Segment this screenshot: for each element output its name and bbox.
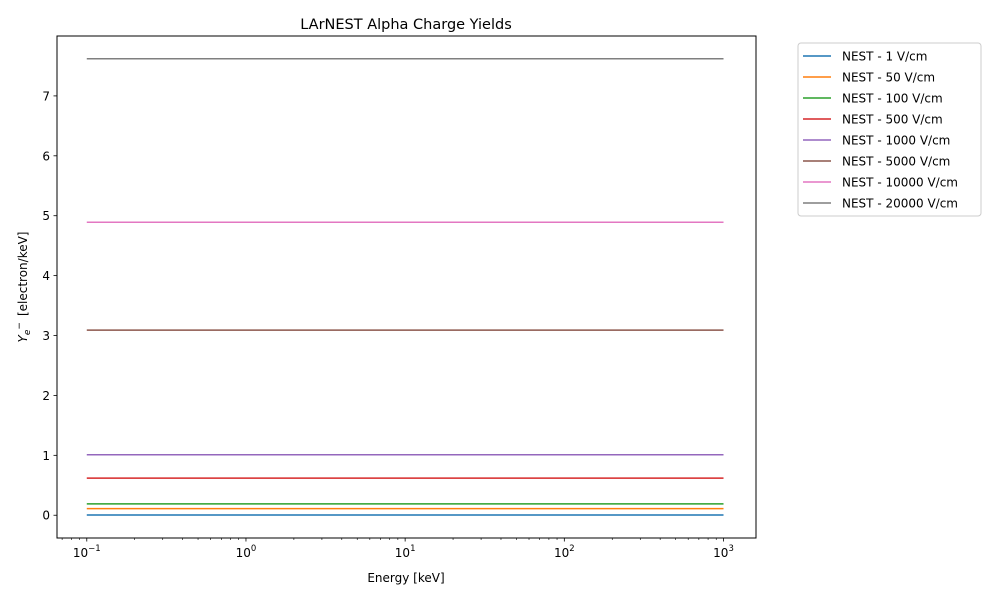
y-axis-label-subscript: e [23, 329, 33, 335]
y-tick-label: 5 [42, 209, 50, 223]
x-axis-label: Energy [keV] [367, 571, 444, 585]
y-tick-label: 1 [42, 449, 50, 463]
y-axis-ticks: 0 1 2 3 4 5 6 7 [42, 89, 57, 523]
x-axis-ticks: 10−1 100 101 102 103 [61, 538, 734, 560]
x-tick-label: 10−1 [73, 544, 101, 560]
y-tick-label: 4 [42, 269, 50, 283]
legend-label-7: NEST - 10000 V/cm [842, 176, 958, 190]
y-axis-label-unit: [electron/keV] [16, 232, 30, 317]
legend-frame [797, 42, 982, 217]
x-tick-label: 100 [236, 544, 257, 560]
chart-title: LArNEST Alpha Charge Yields [300, 17, 512, 33]
y-axis-label: Ye− [electron/keV] [15, 232, 33, 343]
y-axis-label-superscript: − [15, 322, 25, 330]
y-tick-label: 3 [42, 329, 50, 343]
x-tick-label: 103 [713, 544, 734, 560]
y-tick-label: 7 [42, 89, 50, 103]
legend-label-2: NEST - 50 V/cm [842, 71, 935, 85]
x-tick-label: 101 [395, 544, 416, 560]
legend-label-8: NEST - 20000 V/cm [842, 197, 958, 211]
y-tick-label: 0 [42, 509, 50, 523]
legend-label-6: NEST - 5000 V/cm [842, 155, 950, 169]
y-tick-label: 2 [42, 389, 50, 403]
legend-label-5: NEST - 1000 V/cm [842, 134, 950, 148]
legend-label-1: NEST - 1 V/cm [842, 50, 927, 64]
legend-label-3: NEST - 100 V/cm [842, 92, 943, 106]
legend-label-4: NEST - 500 V/cm [842, 113, 943, 127]
x-tick-label: 102 [554, 544, 575, 560]
y-axis-label-symbol: Y [16, 333, 30, 342]
plot-area [57, 36, 756, 538]
legend: NEST - 1 V/cm NEST - 50 V/cm NEST - 100 V/… [797, 42, 982, 217]
plot-frame [56, 35, 757, 539]
y-tick-label: 6 [42, 149, 50, 163]
series-layer [86, 58, 724, 516]
